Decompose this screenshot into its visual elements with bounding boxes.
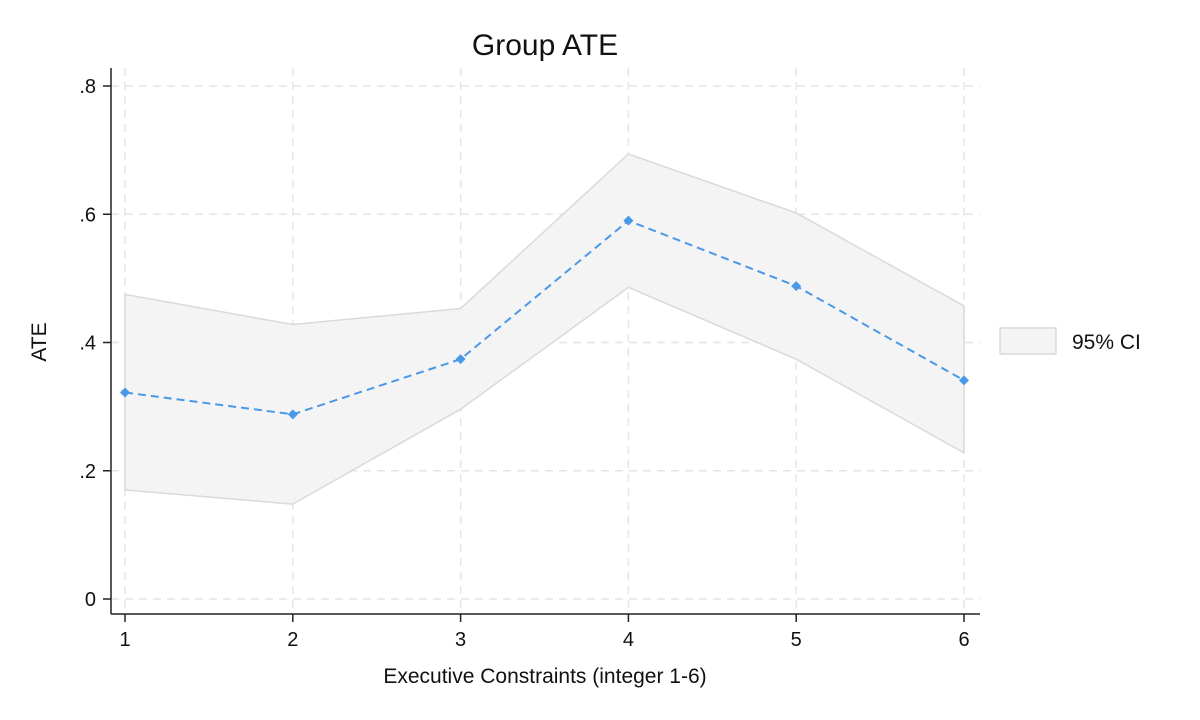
ci-band-layer bbox=[124, 153, 965, 505]
x-tick-label-0: 1 bbox=[119, 629, 130, 651]
x-tick-label-1: 2 bbox=[287, 629, 298, 651]
x-tick-label-5: 6 bbox=[958, 629, 969, 651]
data-point-2 bbox=[287, 409, 298, 420]
data-point-6 bbox=[959, 375, 969, 386]
series-layer bbox=[120, 215, 969, 420]
x-tick-label-3: 4 bbox=[623, 629, 634, 651]
data-point-3 bbox=[455, 354, 466, 365]
legend-swatch-ci bbox=[999, 327, 1057, 355]
data-point-1 bbox=[120, 387, 130, 398]
y-tick-label-1: .2 bbox=[79, 461, 96, 483]
y-tick-label-0: 0 bbox=[85, 589, 96, 611]
ci-band bbox=[124, 153, 965, 505]
data-point-4 bbox=[623, 215, 634, 226]
x-axis-label: Executive Constraints (integer 1-6) bbox=[383, 665, 706, 688]
data-point-5 bbox=[791, 281, 802, 292]
legend: 95% CI bbox=[999, 327, 1141, 355]
y-tick-label-4: .8 bbox=[79, 76, 96, 98]
x-tick-label-2: 3 bbox=[455, 629, 466, 651]
y-tick-label-2: .4 bbox=[79, 333, 96, 355]
y-axis-label: ATE bbox=[28, 322, 51, 361]
x-tick-label-4: 5 bbox=[791, 629, 802, 651]
axes bbox=[110, 68, 980, 615]
ticks: 0 .2 .4 .6 .8 1 2 3 4 5 6 bbox=[79, 76, 969, 651]
chart-title: Group ATE bbox=[472, 29, 618, 62]
y-tick-label-3: .6 bbox=[79, 204, 96, 226]
legend-label-ci: 95% CI bbox=[1072, 331, 1141, 354]
